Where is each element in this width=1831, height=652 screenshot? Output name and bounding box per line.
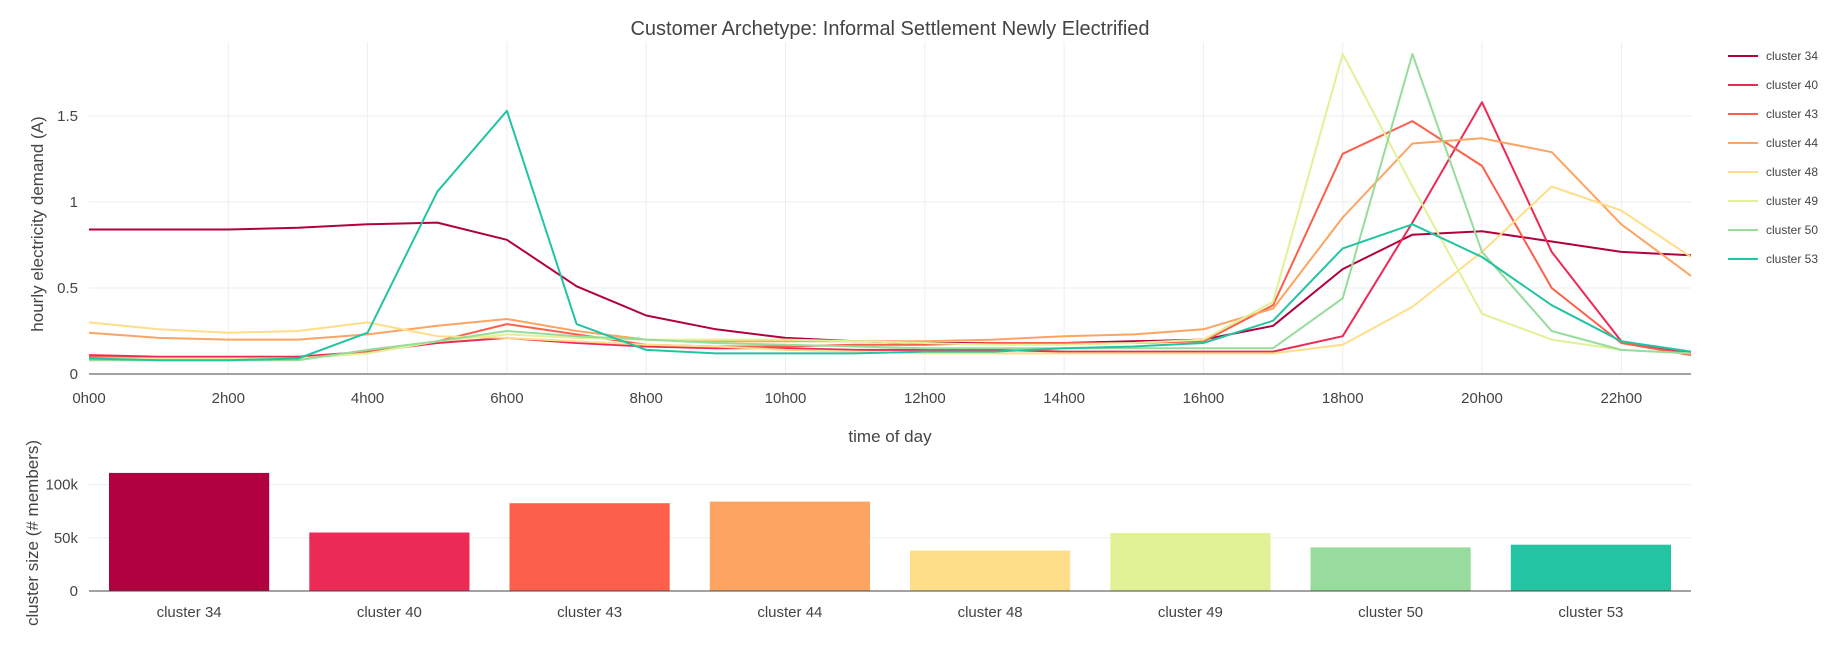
bar-x-tick-label: cluster 34 [157, 604, 222, 621]
bar-plot-bars [109, 472, 1671, 591]
line-x-tick-label: 22h00 [1600, 390, 1642, 407]
line-x-tick-label: 8h00 [630, 390, 663, 407]
bar-x-tick-label: cluster 44 [757, 604, 822, 621]
bar-cluster-49 [1110, 533, 1271, 591]
series-line-cluster-43 [88, 120, 1692, 360]
bar-cluster-44 [709, 501, 870, 591]
bar-x-tick-label: cluster 53 [1558, 604, 1623, 621]
bar-plot-gridlines [89, 484, 1691, 539]
bar-x-tick-label: cluster 40 [357, 604, 422, 621]
line-x-tick-label: 14h00 [1043, 390, 1085, 407]
line-x-tick-label: 2h00 [212, 390, 245, 407]
series-line-cluster-49 [89, 53, 1692, 360]
legend-label: cluster 48 [1766, 165, 1818, 179]
line-x-tick-label: 16h00 [1183, 390, 1225, 407]
legend-label: cluster 44 [1766, 136, 1818, 150]
series-line-cluster-34 [89, 221, 1692, 344]
chart-title: Customer Archetype: Informal Settlement … [630, 18, 1149, 40]
legend-label: cluster 40 [1766, 78, 1818, 92]
series-line-cluster-53 [88, 109, 1692, 362]
line-x-tick-label: 4h00 [351, 390, 384, 407]
bar-y-tick-label: 100k [45, 477, 78, 494]
line-y-tick-label: 1.5 [57, 108, 78, 125]
bar-y-tick-label: 50k [54, 530, 79, 547]
bar-cluster-50 [1310, 547, 1471, 591]
bar-cluster-40 [309, 532, 470, 591]
bar-plot-axes: 0 50k 100k cluster 34 cluster 40 cluster 43 cl… [45, 477, 1691, 621]
line-x-tick-label: 20h00 [1461, 390, 1503, 407]
legend-label: cluster 50 [1766, 223, 1818, 237]
legend-label: cluster 34 [1766, 49, 1818, 63]
bar-cluster-53 [1510, 544, 1671, 591]
line-x-tick-label: 0h00 [72, 390, 105, 407]
bar-cluster-34 [109, 472, 270, 591]
line-y-tick-label: 1 [70, 194, 78, 211]
bar-x-tick-label: cluster 48 [958, 604, 1023, 621]
line-y-tick-label: 0.5 [57, 280, 78, 297]
series-line-cluster-50 [89, 53, 1692, 362]
bar-cluster-48 [910, 550, 1071, 591]
line-x-tick-label: 18h00 [1322, 390, 1364, 407]
legend-label: cluster 49 [1766, 194, 1818, 208]
line-y-axis-title: hourly electricity demand (A) [28, 116, 47, 331]
legend: cluster 34 cluster 40 cluster 43 cluster 44… [1728, 49, 1818, 266]
line-x-axis-title: time of day [848, 427, 932, 446]
bar-cluster-43 [509, 503, 670, 591]
series-line-cluster-48 [88, 185, 1692, 355]
bar-x-tick-label: cluster 50 [1358, 604, 1423, 621]
series-line-cluster-44 [88, 137, 1692, 343]
legend-label: cluster 43 [1766, 107, 1818, 121]
bar-y-tick-label: 0 [70, 583, 78, 600]
line-x-tick-label: 6h00 [490, 390, 523, 407]
line-x-tick-label: 12h00 [904, 390, 946, 407]
line-plot-series [88, 53, 1692, 362]
line-plot-gridlines [89, 42, 1691, 374]
legend-label: cluster 53 [1766, 252, 1818, 266]
bar-y-axis-title: cluster size (# members) [23, 440, 42, 626]
bar-x-tick-label: cluster 43 [557, 604, 622, 621]
line-y-tick-label: 0 [70, 366, 78, 383]
line-x-tick-label: 10h00 [765, 390, 807, 407]
bar-x-tick-label: cluster 49 [1158, 604, 1223, 621]
line-plot-axes: 0h00 2h00 4h00 6h00 8h00 10h00 12h00 14h00 16h00… [57, 108, 1691, 407]
